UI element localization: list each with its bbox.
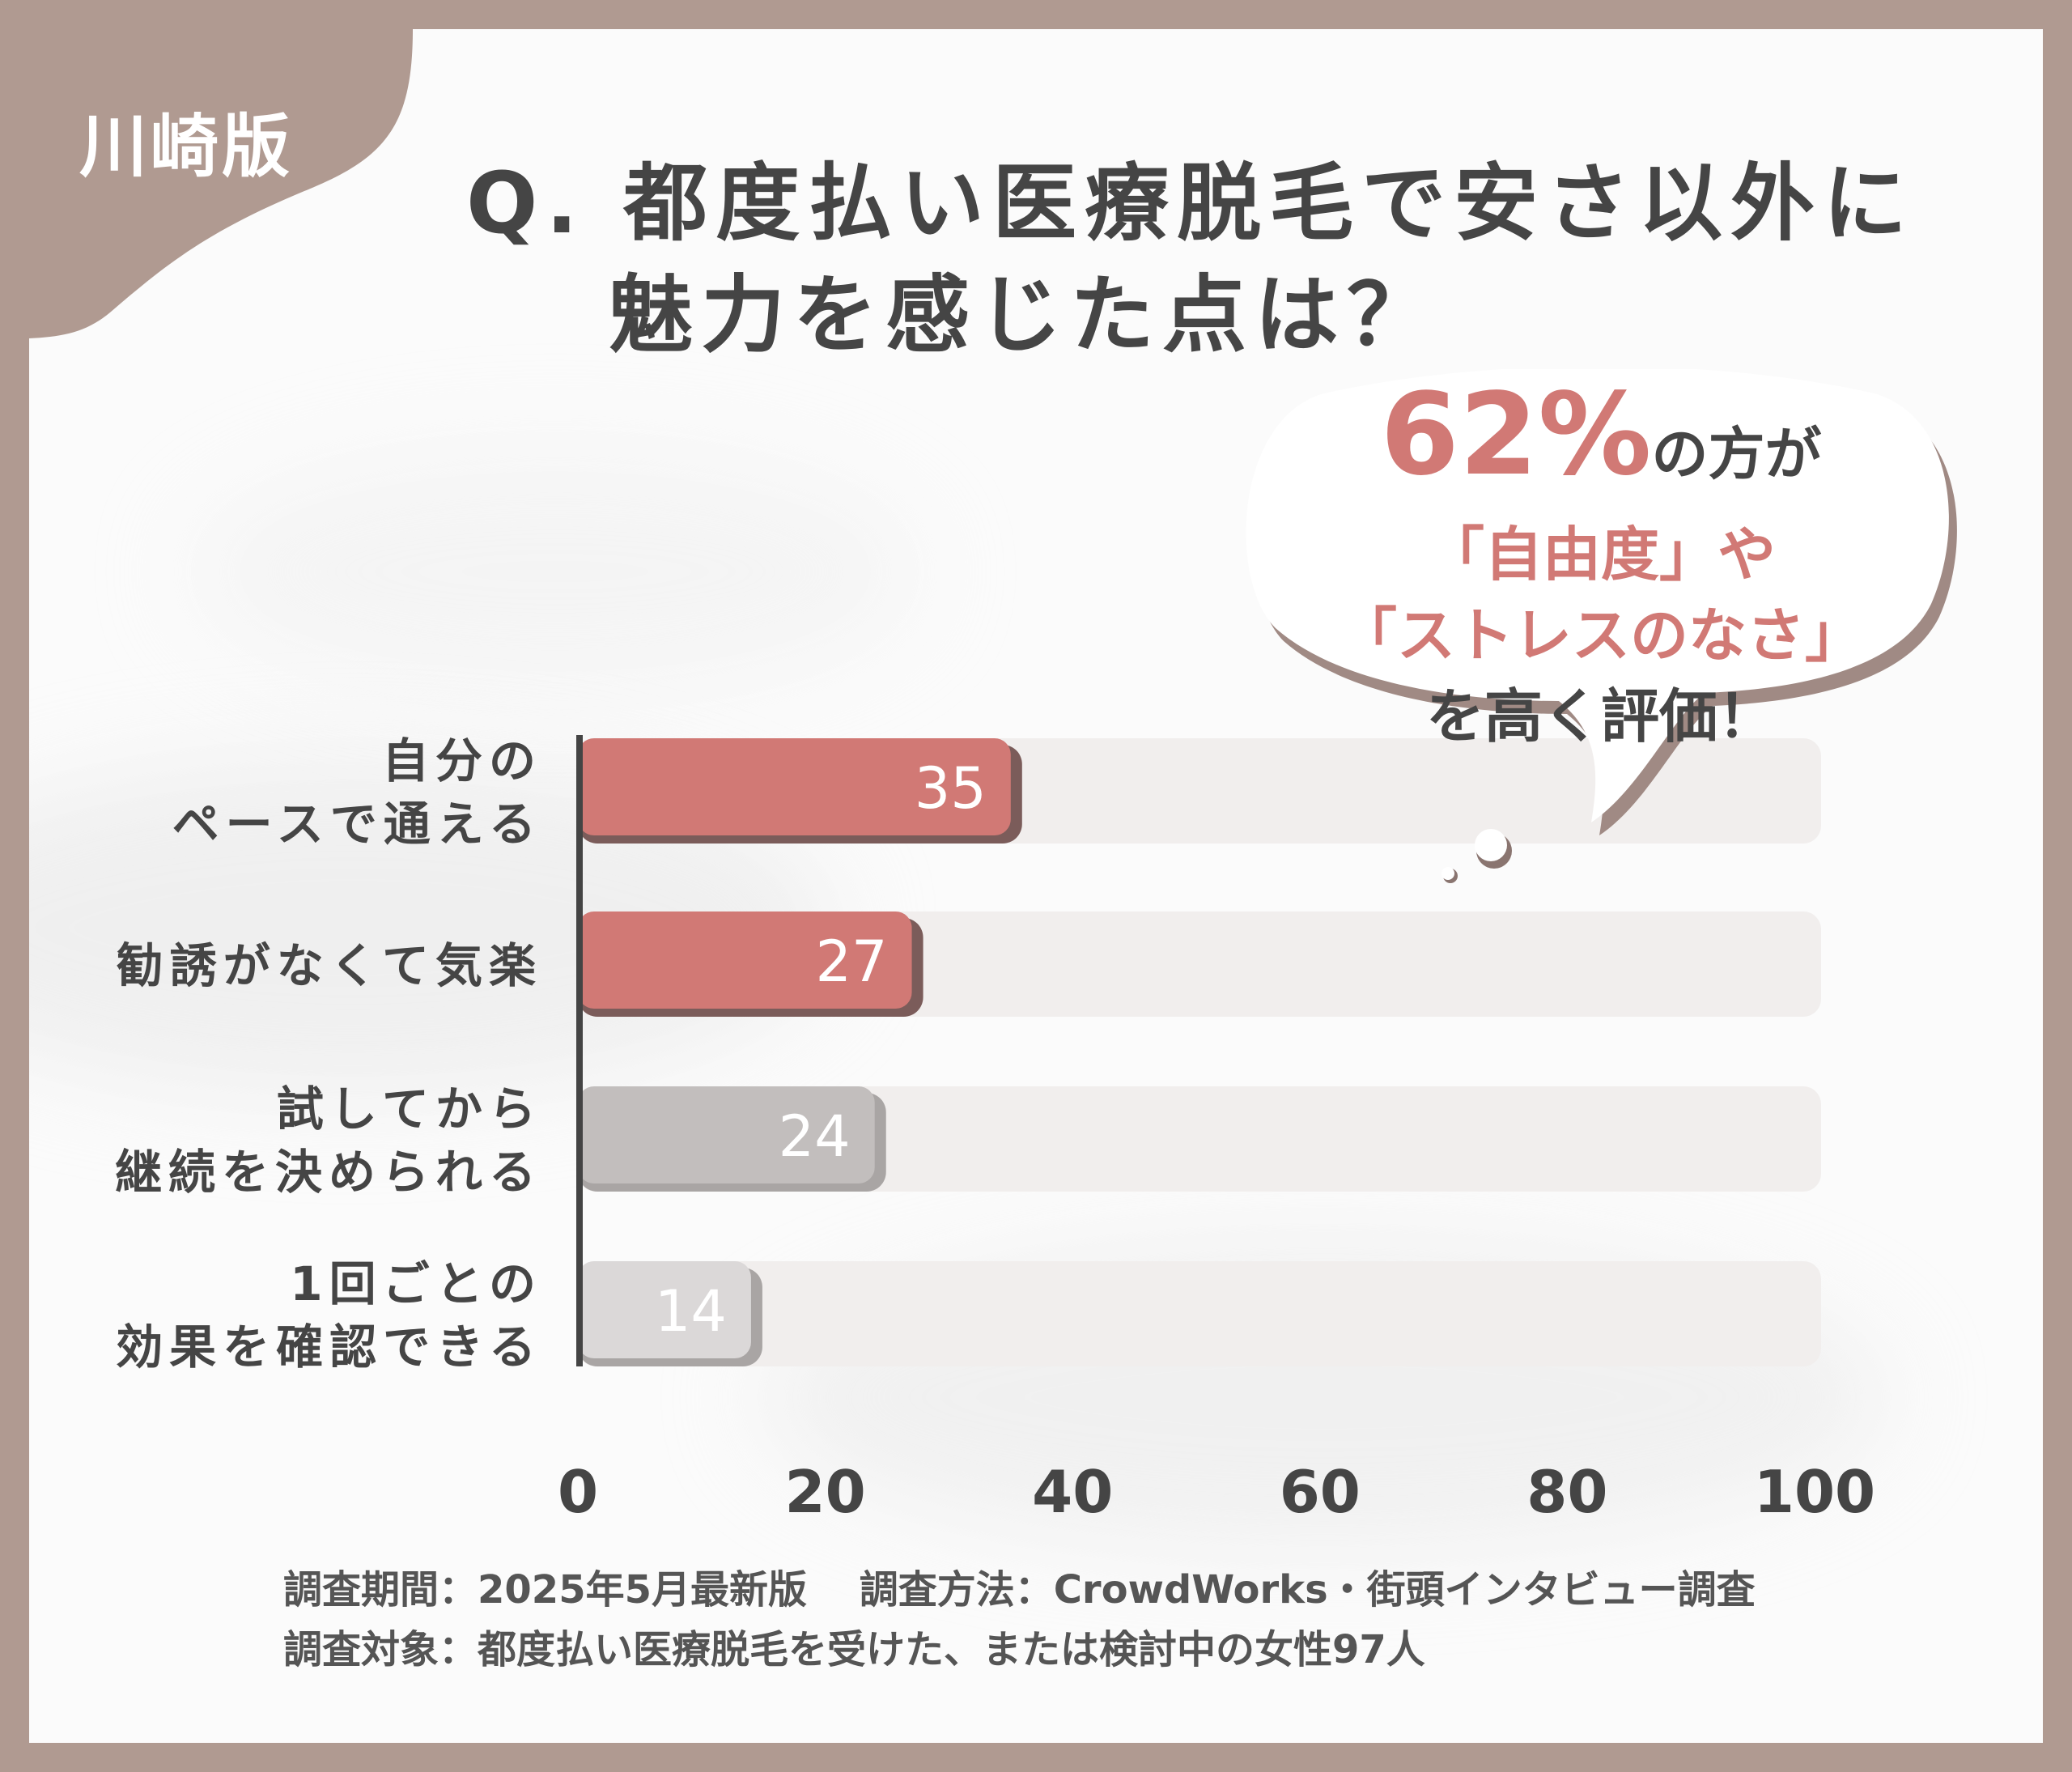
category-label: 試してから: [277, 1081, 542, 1137]
bar: [578, 1261, 751, 1358]
chart-title-line2: 魅力を感じた点は？: [609, 266, 1440, 364]
bar: [578, 738, 1011, 835]
callout-line3: 「ストレスのなさ」: [1338, 601, 1863, 669]
bar-track: [578, 1261, 1821, 1366]
callout-line2: 「自由度」や: [1425, 521, 1776, 589]
footer-survey-info: 調査期間：2025年5月最新版 調査方法：CrowdWorks・街頭インタビュー…: [283, 1567, 1756, 1613]
callout-headline: 62%の方が: [1253, 369, 1949, 501]
callout-percent: 62%: [1380, 369, 1652, 501]
bar-track: [578, 1086, 1821, 1192]
category-label: 1回ごとの: [290, 1256, 542, 1311]
x-tick-label: 20: [784, 1458, 865, 1526]
x-tick-label: 60: [1280, 1458, 1361, 1526]
bar-value-label: 27: [815, 928, 887, 995]
background-swirl: [191, 450, 919, 693]
x-tick-label: 40: [1032, 1458, 1113, 1526]
footer-survey-target: 調査対象：都度払い医療脱毛を受けた、または検討中の女性97人: [283, 1627, 1425, 1672]
bar: [578, 1086, 875, 1183]
bar-value-label: 35: [915, 755, 987, 822]
infographic-card: 川崎版 Q. 都度払い医療脱毛で安さ以外に 魅力を感じた点は？ 35 自分のペース…: [29, 29, 2043, 1743]
category-label: ペースで通える: [172, 797, 542, 852]
category-label: 自分の: [382, 733, 542, 788]
region-tag: 川崎版: [79, 107, 294, 186]
category-label: 継続を決められる: [115, 1145, 542, 1200]
callout-line4: を高く評価！: [1425, 682, 1776, 750]
chart-title-line1: Q. 都度払い医療脱毛で安さ以外に: [466, 154, 1916, 253]
bar-value-label: 24: [779, 1103, 851, 1170]
bar-value-label: 14: [655, 1278, 727, 1345]
category-label: 効果を確認できる: [116, 1319, 542, 1375]
callout-suffix: の方が: [1651, 421, 1822, 487]
x-tick-label: 100: [1754, 1458, 1875, 1526]
category-label: 勧誘がなくて気楽: [117, 938, 542, 993]
x-tick-label: 0: [558, 1458, 598, 1526]
x-tick-label: 80: [1526, 1458, 1607, 1526]
bar: [578, 911, 912, 1009]
callout-bubble: [1246, 369, 1957, 883]
corner-tab: [29, 29, 413, 338]
